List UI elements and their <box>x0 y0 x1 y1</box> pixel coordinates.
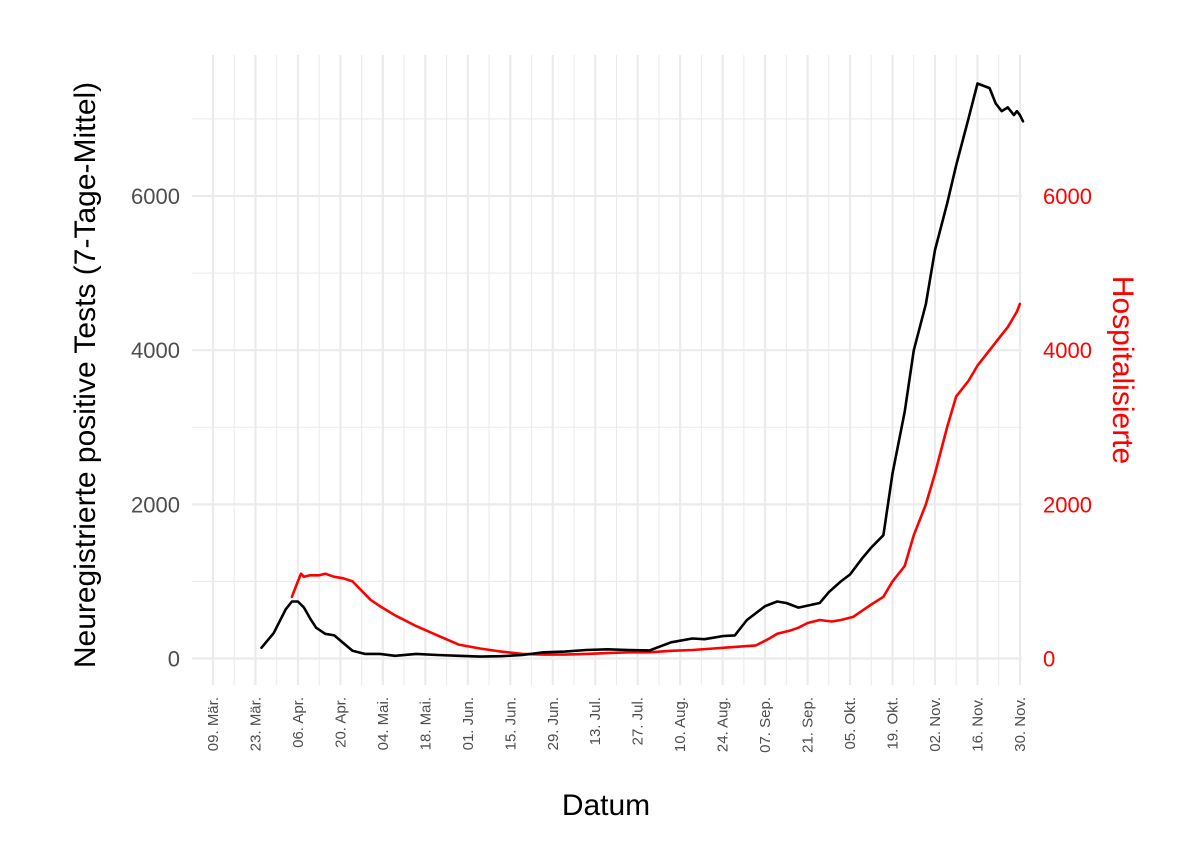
x-axis-title: Datum <box>562 789 650 822</box>
x-tick-label: 21. Sep. <box>800 697 817 753</box>
x-tick-label: 27. Jul. <box>630 697 647 745</box>
x-tick-label: 07. Sep. <box>757 697 774 753</box>
x-tick-label: 29. Jun. <box>545 697 562 750</box>
minor-gridlines <box>192 55 1022 685</box>
series-lines <box>260 82 1025 658</box>
tests-series-line <box>260 82 1025 658</box>
x-tick-label: 20. Apr. <box>332 697 349 748</box>
left-y-tick-label: 2000 <box>131 492 180 517</box>
x-tick-label: 09. Mär. <box>205 697 222 751</box>
x-tick-label: 16. Nov. <box>969 697 986 752</box>
left-y-axis-tick-labels: 0 2000 4000 6000 <box>131 184 180 671</box>
x-tick-label: 19. Okt. <box>885 697 902 750</box>
x-tick-label: 02. Nov. <box>927 697 944 752</box>
x-tick-label: 06. Apr. <box>290 697 307 748</box>
right-y-tick-label: 6000 <box>1043 184 1092 209</box>
x-tick-label: 30. Nov. <box>1012 697 1029 752</box>
x-tick-label: 04. Mai. <box>375 697 392 750</box>
x-axis-tick-labels: 09. Mär. 23. Mär. 06. Apr. 20. Apr. 04. Mai.… <box>205 697 1029 753</box>
x-tick-label: 15. Jun. <box>502 697 519 750</box>
x-tick-label: 24. Aug. <box>715 697 732 752</box>
right-y-tick-label: 4000 <box>1043 338 1092 363</box>
right-y-axis-tick-labels: 0 2000 4000 6000 <box>1043 184 1092 671</box>
left-y-tick-label: 0 <box>168 647 180 672</box>
left-y-axis-title: Neuregistrierte positive Tests (7-Tage-M… <box>69 82 102 668</box>
right-y-tick-label: 2000 <box>1043 492 1092 517</box>
right-y-axis-title: Hospitalisierte <box>1106 276 1139 464</box>
x-tick-label: 10. Aug. <box>672 697 689 752</box>
x-tick-label: 13. Jul. <box>587 697 604 745</box>
left-y-tick-label: 6000 <box>131 184 180 209</box>
major-gridlines <box>192 55 1022 685</box>
x-tick-label: 23. Mär. <box>247 697 264 751</box>
x-tick-label: 18. Mai. <box>417 697 434 750</box>
right-y-tick-label: 0 <box>1043 647 1055 672</box>
x-tick-label: 05. Okt. <box>842 697 859 750</box>
x-tick-label: 01. Jun. <box>460 697 477 750</box>
hospitalized-series-line <box>290 302 1022 656</box>
left-y-tick-label: 4000 <box>131 338 180 363</box>
